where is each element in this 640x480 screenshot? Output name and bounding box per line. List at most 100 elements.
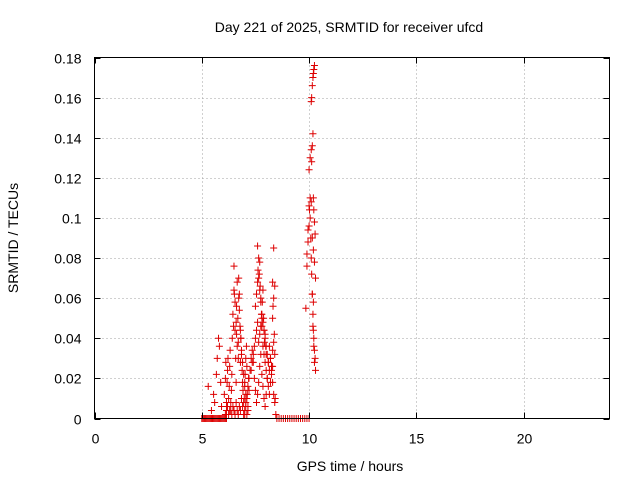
data-point xyxy=(308,270,316,278)
data-point xyxy=(231,298,239,306)
data-point xyxy=(233,302,241,310)
data-point xyxy=(234,338,242,346)
data-point xyxy=(235,290,243,298)
data-point xyxy=(238,366,246,374)
data-point xyxy=(228,334,236,342)
data-point xyxy=(234,314,242,322)
data-point xyxy=(248,346,256,354)
data-point xyxy=(258,370,266,378)
data-point xyxy=(305,222,313,230)
data-point xyxy=(270,338,278,346)
data-point xyxy=(241,410,249,418)
plot-frame xyxy=(94,57,610,419)
data-point xyxy=(308,82,316,90)
data-point xyxy=(311,354,319,362)
data-point xyxy=(237,346,245,354)
data-point xyxy=(256,286,264,294)
data-point xyxy=(213,354,221,362)
data-point xyxy=(229,402,237,410)
data-point xyxy=(230,286,238,294)
data-point xyxy=(270,294,278,302)
data-point xyxy=(310,218,318,226)
data-point xyxy=(268,370,276,378)
data-point xyxy=(240,370,248,378)
x-axis-title: GPS time / hours xyxy=(297,458,404,474)
data-point xyxy=(254,318,262,326)
data-point xyxy=(310,258,318,266)
data-point xyxy=(271,350,279,358)
axis-ticks: 0 0.02 0.04 0.06 0.08 0.1 0.12 0.14 0.16 0.18 0 5 10… xyxy=(54,51,610,447)
data-point xyxy=(243,394,251,402)
data-point xyxy=(233,330,241,338)
data-point xyxy=(307,254,315,262)
data-point xyxy=(224,354,232,362)
data-point xyxy=(308,94,316,102)
data-point xyxy=(310,62,318,70)
data-point xyxy=(304,226,312,234)
data-point xyxy=(232,318,240,326)
data-point xyxy=(261,358,269,366)
y-tick-label: 0.08 xyxy=(54,251,81,267)
data-point xyxy=(245,386,253,394)
y-tick-label: 0.02 xyxy=(54,371,81,387)
data-point xyxy=(233,342,241,350)
data-point xyxy=(221,374,229,382)
data-point xyxy=(250,374,258,382)
data-point xyxy=(225,394,233,402)
data-point xyxy=(254,266,262,274)
data-point xyxy=(239,386,247,394)
data-point xyxy=(260,394,268,402)
data-point xyxy=(261,402,269,410)
data-point xyxy=(308,234,316,242)
data-point xyxy=(250,342,258,350)
data-point xyxy=(310,334,318,342)
data-point xyxy=(260,350,268,358)
data-point xyxy=(223,378,231,386)
data-point xyxy=(309,310,317,318)
data-point xyxy=(229,310,237,318)
data-point xyxy=(248,358,256,366)
data-point xyxy=(312,274,320,282)
data-point xyxy=(308,158,316,166)
data-point xyxy=(226,346,234,354)
y-tick-label: 0.1 xyxy=(62,211,82,227)
data-point xyxy=(218,402,226,410)
data-point xyxy=(232,378,240,386)
data-point xyxy=(305,166,313,174)
data-point xyxy=(270,330,278,338)
data-point xyxy=(308,142,316,150)
y-tick-label: 0.16 xyxy=(54,91,81,107)
data-point xyxy=(255,270,263,278)
data-point xyxy=(269,302,277,310)
data-point xyxy=(235,274,243,282)
data-point xyxy=(269,346,277,354)
data-point xyxy=(257,322,265,330)
data-point xyxy=(269,278,277,286)
data-point xyxy=(309,194,317,202)
data-point xyxy=(309,322,317,330)
data-point xyxy=(311,230,319,238)
data-point xyxy=(204,382,212,390)
data-point xyxy=(306,154,314,162)
data-point xyxy=(255,378,263,386)
data-point xyxy=(310,358,318,366)
data-point xyxy=(242,342,250,350)
data-point xyxy=(306,214,314,222)
data-point xyxy=(310,206,318,214)
data-point xyxy=(251,334,259,342)
data-point xyxy=(310,66,318,74)
data-point xyxy=(312,366,320,374)
data-point xyxy=(247,354,255,362)
data-point xyxy=(228,370,236,378)
data-point xyxy=(305,202,313,210)
data-point xyxy=(254,242,262,250)
x-tick-label: 15 xyxy=(409,431,425,447)
data-point xyxy=(211,398,219,406)
data-point xyxy=(215,342,223,350)
data-point xyxy=(307,198,315,206)
data-point xyxy=(220,390,228,398)
data-point xyxy=(270,244,278,252)
data-point xyxy=(256,258,264,266)
data-point xyxy=(215,334,223,342)
